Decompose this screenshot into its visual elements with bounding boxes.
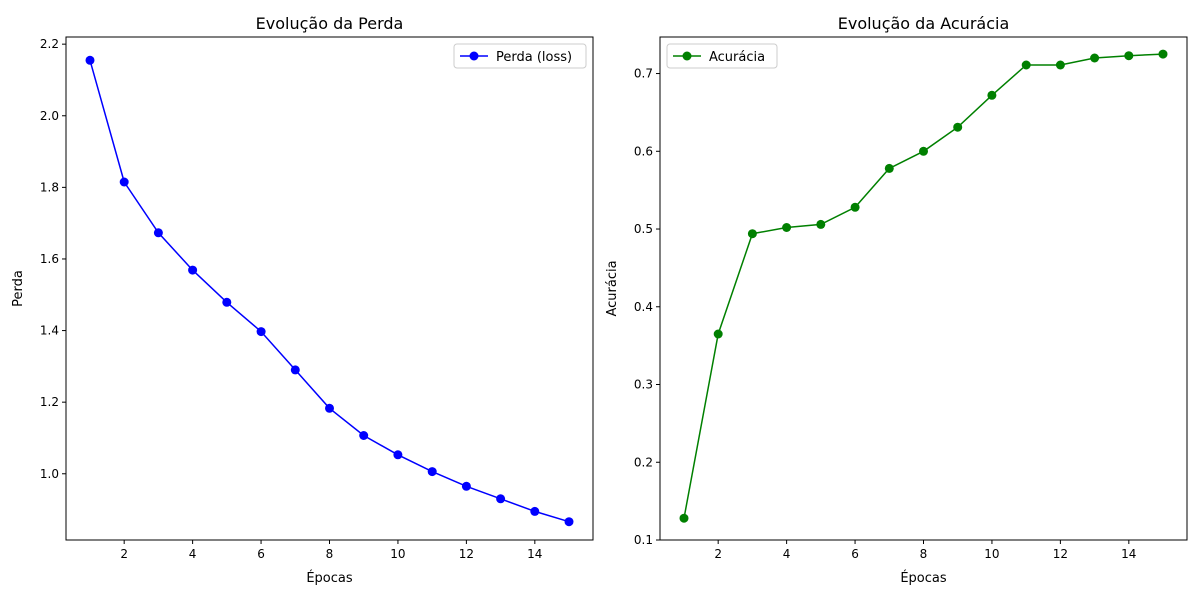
data-point	[713, 329, 723, 339]
y-tick-label: 0.6	[634, 144, 653, 158]
legend-box	[666, 43, 778, 69]
x-tick-label: 4	[783, 547, 791, 561]
data-point	[782, 223, 792, 232]
legend-box	[453, 43, 587, 69]
data-point	[850, 202, 860, 212]
y-axis-label: Perda	[11, 270, 26, 307]
legend: Perda (loss)	[453, 43, 587, 69]
x-tick-label: 6	[851, 547, 859, 561]
data-point	[325, 403, 334, 413]
chart-title: Evolução da Acurácia	[838, 14, 1010, 33]
data-point	[290, 365, 300, 375]
data-point	[222, 297, 232, 307]
x-axis-label: Épocas	[900, 570, 947, 586]
y-tick-label: 1.2	[40, 395, 59, 409]
data-point	[953, 122, 963, 132]
x-axis-label: Épocas	[306, 570, 353, 586]
data-point	[1090, 53, 1100, 63]
plot-accuracy: Evolução da Acurácia 2 4 6 8 10 12 14 0.1 0.2 0.3 0…	[605, 14, 1188, 586]
x-tick-label: 12	[459, 547, 474, 561]
y-tick-label: 0.3	[634, 378, 653, 392]
x-tick-label: 8	[326, 547, 334, 561]
data-point	[530, 506, 540, 516]
y-tick-label: 1.0	[40, 467, 59, 481]
data-point	[427, 467, 437, 477]
y-tick-label: 0.7	[634, 67, 653, 81]
data-point	[679, 513, 689, 523]
legend-label: Acurácia	[709, 50, 765, 65]
data-point	[747, 229, 757, 239]
data-point	[987, 90, 997, 100]
data-point	[85, 55, 95, 65]
data-point	[816, 219, 826, 229]
y-tick-label: 1.8	[40, 180, 59, 194]
data-point	[359, 431, 369, 440]
data-point	[496, 494, 506, 504]
legend-label: Perda (loss)	[496, 50, 572, 65]
x-tick-label: 10	[984, 547, 999, 561]
y-tick-label: 2.2	[40, 37, 59, 51]
x-tick-label: 12	[1053, 547, 1068, 561]
data-point	[119, 177, 129, 187]
x-tick-label: 8	[920, 547, 928, 561]
legend-marker	[469, 51, 479, 61]
x-tick-label: 4	[189, 547, 197, 561]
x-tick-label: 2	[120, 547, 128, 561]
y-tick-label: 0.4	[634, 300, 653, 314]
data-point	[884, 163, 894, 173]
x-tick-label: 2	[714, 547, 722, 561]
y-axis-label: Acurácia	[605, 260, 620, 316]
data-point	[1158, 49, 1168, 59]
legend-marker	[682, 51, 692, 61]
x-tick-label: 14	[1121, 547, 1136, 561]
data-point	[1021, 60, 1031, 70]
data-point	[919, 146, 928, 156]
y-tick-label: 0.2	[634, 455, 653, 469]
legend: Acurácia	[666, 43, 778, 69]
data-point	[1055, 60, 1065, 70]
x-tick-label: 6	[257, 547, 265, 561]
plot-loss: Evolução da Perda 2 4 6 8 10 12 14 1.0 1.2 1.4 1.6 1…	[11, 14, 594, 586]
data-point	[256, 327, 266, 337]
y-tick-label: 0.1	[634, 533, 653, 547]
data-point	[1124, 51, 1134, 61]
chart-title: Evolução da Perda	[256, 14, 404, 33]
y-tick-label: 0.5	[634, 222, 653, 236]
x-tick-label: 10	[390, 547, 405, 561]
data-point	[564, 517, 574, 527]
data-point	[153, 228, 163, 238]
data-point	[461, 481, 471, 491]
y-tick-label: 1.6	[40, 252, 59, 266]
y-tick-label: 2.0	[40, 109, 59, 123]
data-point	[393, 450, 403, 460]
y-tick-label: 1.4	[40, 324, 59, 338]
x-tick-label: 14	[527, 547, 542, 561]
data-point	[188, 265, 198, 275]
